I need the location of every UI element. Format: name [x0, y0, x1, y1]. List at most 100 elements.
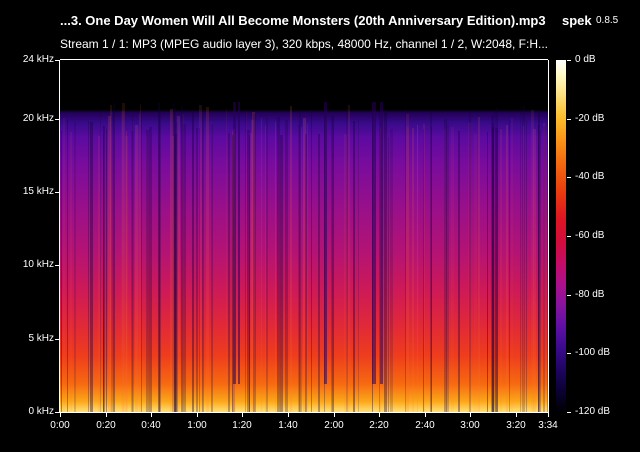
- spectrogram-streak: [509, 120, 511, 412]
- spectrogram-streak: [346, 105, 349, 412]
- spectrogram-streak: [266, 118, 268, 412]
- y-tick-label: 0 kHz: [28, 406, 54, 417]
- spectrogram-gap: [372, 102, 377, 384]
- spectrogram-streak: [102, 134, 104, 412]
- spectrogram-gap: [238, 102, 241, 384]
- spectrogram-streak: [70, 131, 73, 412]
- colorbar-tick: [567, 295, 571, 296]
- spectrogram-streak: [387, 137, 389, 412]
- spectrogram-streak: [406, 113, 409, 412]
- spectrogram-streak: [140, 105, 142, 412]
- x-tick-label: 1:00: [187, 420, 207, 431]
- spectrogram-streak: [225, 108, 227, 412]
- x-tick: [106, 412, 107, 417]
- spectrogram-streak: [348, 105, 351, 412]
- spectrogram-streak: [405, 106, 407, 412]
- colorbar-tick-label: -120 dB: [575, 406, 611, 417]
- x-tick-label: 2:40: [415, 420, 435, 431]
- x-tick: [288, 412, 289, 417]
- y-tick: [55, 192, 60, 193]
- spectrogram-streak: [173, 134, 177, 412]
- spectrogram-streak: [211, 124, 214, 412]
- spectrogram-streak: [110, 104, 113, 412]
- spectrogram-streak: [304, 134, 307, 412]
- spectrogram-streak: [125, 136, 129, 412]
- x-tick: [197, 412, 198, 417]
- spectrogram-streak: [523, 125, 525, 412]
- colorbar-tick-label: 0 dB: [575, 54, 596, 65]
- spectrogram-streak: [103, 125, 105, 412]
- y-tick: [55, 412, 60, 413]
- spectrogram-streak: [532, 128, 536, 412]
- x-tick: [425, 412, 426, 417]
- x-tick: [379, 412, 380, 417]
- spectrogram-streak: [390, 128, 394, 412]
- y-tick: [55, 119, 60, 120]
- x-tick-label: 3:20: [506, 420, 526, 431]
- spectrogram-streak: [284, 119, 288, 412]
- colorbar-tick: [567, 60, 571, 61]
- y-tick-label: 15 kHz: [22, 186, 54, 197]
- y-tick-label: 5 kHz: [28, 333, 54, 344]
- spectrogram-streak: [87, 120, 89, 412]
- spectrogram-streak: [274, 121, 276, 412]
- spectrogram-streak: [105, 128, 107, 412]
- y-tick: [55, 339, 60, 340]
- spectrogram-streak: [100, 112, 102, 412]
- spectrogram-streak: [264, 124, 266, 412]
- colorbar-tick-label: -100 dB: [575, 347, 611, 358]
- db-colorbar: [556, 60, 566, 412]
- spectrogram-streak: [202, 112, 204, 412]
- spectrogram-streak: [261, 118, 263, 412]
- x-tick: [60, 412, 61, 417]
- file-title: ...3. One Day Women Will All Become Mons…: [60, 13, 546, 28]
- app-name: spek: [562, 13, 592, 28]
- spectrogram-streak: [511, 117, 514, 412]
- spectrogram-streak: [537, 110, 540, 412]
- spectrogram-streak: [537, 124, 539, 412]
- spectrogram-streak: [496, 107, 499, 412]
- spectrogram-streak: [159, 113, 162, 412]
- spectrogram-streak: [172, 135, 175, 412]
- spectrogram-streak: [431, 126, 432, 412]
- spectrogram-streak: [121, 111, 125, 412]
- spectrogram-streak: [276, 117, 280, 412]
- x-tick: [548, 412, 549, 417]
- spectrogram-streak: [146, 136, 147, 412]
- spectrogram-streak: [182, 124, 186, 412]
- spectrogram-gap: [379, 102, 383, 384]
- colorbar-tick: [567, 412, 571, 413]
- x-axis-line: [60, 412, 548, 413]
- spectrogram-streak: [358, 118, 360, 412]
- spectrogram-streak: [344, 133, 348, 412]
- spectrogram-streak: [181, 106, 183, 412]
- y-tick-label: 10 kHz: [22, 259, 54, 270]
- spectrogram-streak: [247, 130, 251, 412]
- spectrogram-streak: [353, 121, 355, 412]
- spectrogram-streak: [177, 116, 181, 412]
- y-tick-label: 20 kHz: [22, 113, 54, 124]
- spectrogram-streak: [444, 118, 448, 412]
- spectrogram-streak: [331, 115, 334, 412]
- spectrogram-streak: [210, 122, 212, 412]
- spectrogram-streak: [113, 102, 116, 412]
- x-tick-label: 3:00: [460, 420, 480, 431]
- x-tick-label: 1:40: [278, 420, 298, 431]
- x-tick-label: 2:00: [324, 420, 344, 431]
- spectrogram-gap: [323, 102, 327, 384]
- spectrogram-streak: [131, 131, 135, 412]
- spectrogram-streak: [422, 129, 424, 412]
- spectrogram-streak: [469, 111, 472, 412]
- spectrogram-streak: [307, 123, 309, 412]
- x-tick-label: 1:20: [232, 420, 252, 431]
- spectrogram-streak: [411, 127, 414, 412]
- spectrogram-plot[interactable]: [60, 60, 548, 412]
- spectrogram-streak: [145, 130, 149, 412]
- spectrogram-streak: [104, 126, 105, 412]
- spectrogram-streak: [74, 121, 77, 412]
- spectrogram-streak: [531, 110, 535, 412]
- spectrogram-streak: [494, 128, 498, 412]
- colorbar-tick: [567, 119, 571, 120]
- spectrogram-streak: [192, 110, 195, 412]
- spectrogram-streak: [138, 113, 140, 412]
